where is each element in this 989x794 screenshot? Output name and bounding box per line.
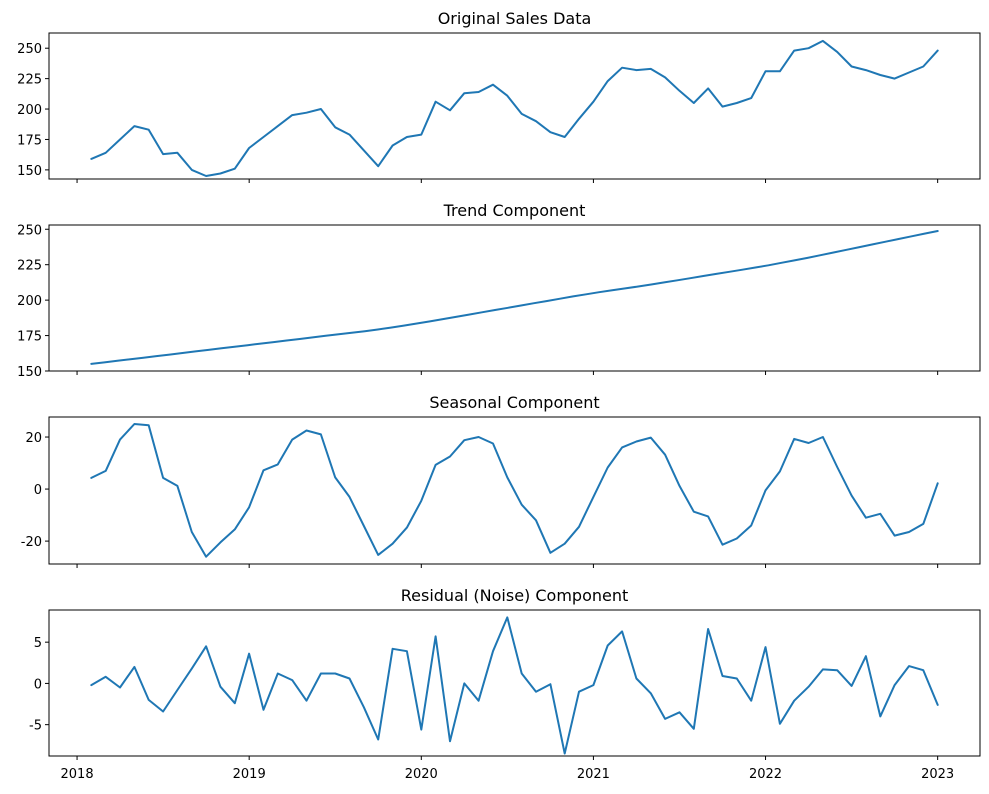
y-tick-label: 20 [25, 431, 42, 446]
y-tick-label: -5 [29, 719, 42, 734]
y-tick-label: 0 [34, 483, 42, 498]
series-line [90, 616, 939, 755]
y-tick-label: 200 [17, 294, 42, 309]
subplot-1: Original Sales Data 150 175 200 225 250 [17, 9, 981, 183]
subplot-title: Residual (Noise) Component [401, 586, 629, 605]
x-tick-label: 2023 [921, 767, 954, 782]
x-tick-label: 2019 [233, 767, 266, 782]
y-tick-label: 175 [17, 330, 42, 345]
x-tick-label: 2021 [577, 767, 610, 782]
plot-frame [48, 32, 981, 180]
y-tick-label: 150 [17, 365, 42, 380]
subplot-4: Residual (Noise) Component -5 0 5 2018 2019 20… [29, 586, 981, 782]
y-tick-label: 250 [17, 223, 42, 238]
y-tick-label: 200 [17, 103, 42, 118]
y-tick-label: 225 [17, 259, 42, 274]
plot-frame [48, 416, 981, 565]
subplot-3: Seasonal Component -20 0 20 [21, 393, 981, 568]
subplot-title: Original Sales Data [438, 9, 592, 28]
subplot-title: Trend Component [443, 201, 586, 220]
x-tick-label: 2020 [405, 767, 438, 782]
series-line [90, 423, 939, 558]
y-tick-label: 150 [17, 164, 42, 179]
y-tick-label: 5 [34, 636, 42, 651]
y-tick-label: 225 [17, 73, 42, 88]
y-tick-label: -20 [21, 535, 42, 550]
y-tick-label: 0 [34, 677, 42, 692]
y-tick-label: 175 [17, 133, 42, 148]
subplot-2: Trend Component 150 175 200 225 250 [17, 201, 981, 380]
x-tick-label: 2018 [61, 767, 94, 782]
subplot-title: Seasonal Component [429, 393, 599, 412]
y-tick-label: 250 [17, 42, 42, 57]
plot-frame [48, 609, 981, 757]
series-line [90, 230, 939, 365]
series-line [90, 39, 939, 177]
plot-frame [48, 224, 981, 372]
x-tick-label: 2022 [749, 767, 782, 782]
